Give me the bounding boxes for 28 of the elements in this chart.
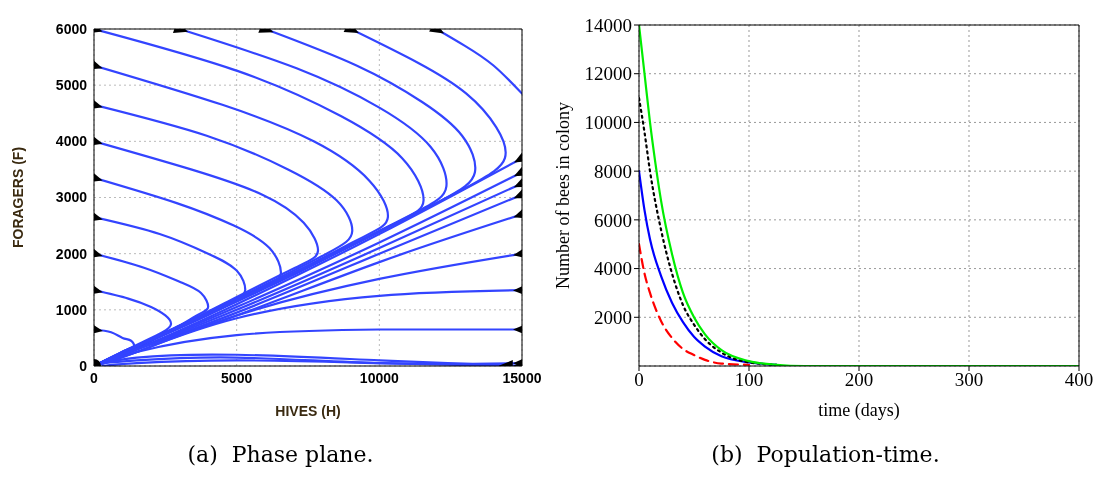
y-tick-label: 14000 <box>584 14 632 36</box>
y-tick-label: 5000 <box>55 77 88 94</box>
y-tick-label: 0 <box>79 357 88 374</box>
x-tick-label: 10000 <box>359 369 400 386</box>
x-axis-title: HIVES (H) <box>275 403 341 419</box>
x-tick-label: 200 <box>844 369 874 391</box>
y-tick-label: 3000 <box>55 189 88 206</box>
y-tick-label: 2000 <box>594 307 632 329</box>
text: (b) Population-time. <box>711 442 940 467</box>
text: (a) Phase plane. <box>187 442 374 467</box>
y-tick-label: 4000 <box>594 258 632 280</box>
x-tick-label: 0 <box>90 369 99 386</box>
y-tick-label: 8000 <box>594 160 632 182</box>
y-tick-label: 4000 <box>55 133 88 150</box>
x-tick-label: 5000 <box>221 369 253 386</box>
y-axis-title: FORAGERS (F) <box>9 146 26 249</box>
y-tick-label: 2000 <box>55 245 88 262</box>
y-tick-label: 6000 <box>55 20 88 37</box>
x-tick-label: 15000 <box>502 369 542 386</box>
y-tick-label: 1000 <box>55 301 88 318</box>
y-tick-label: 6000 <box>594 209 632 231</box>
y-axis-title: Number of bees in colony <box>553 102 574 289</box>
y-tick-label: 12000 <box>584 63 632 85</box>
x-tick-label: 300 <box>954 369 984 391</box>
x-tick-label: 400 <box>1064 369 1094 391</box>
y-tick-label: 10000 <box>584 112 632 134</box>
x-axis-title: time (days) <box>818 400 900 421</box>
x-tick-label: 100 <box>734 369 764 391</box>
